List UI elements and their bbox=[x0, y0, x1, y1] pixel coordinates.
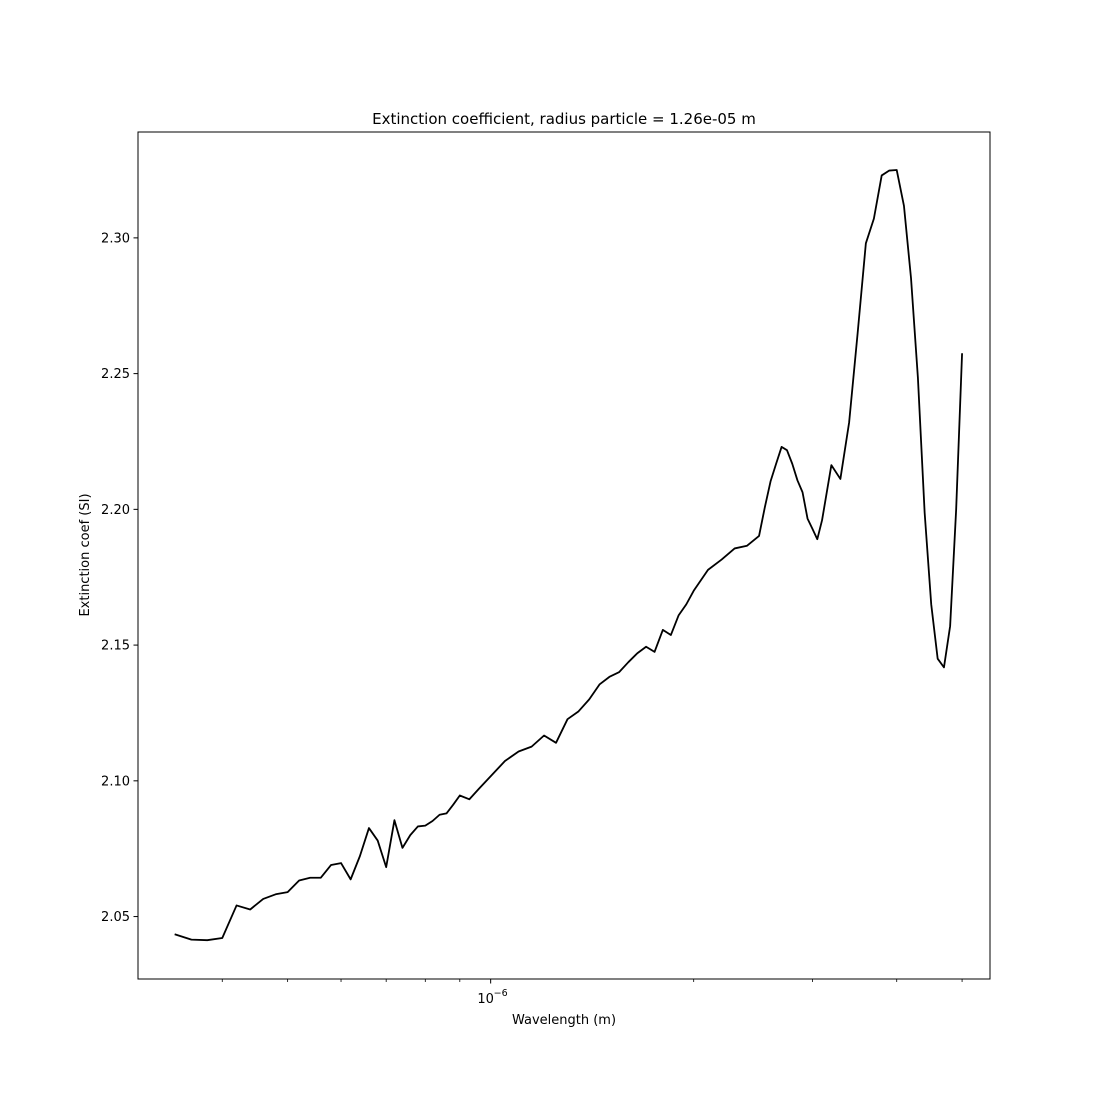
chart-title: Extinction coefficient, radius particle … bbox=[372, 110, 756, 128]
series-line bbox=[174, 169, 963, 942]
x-axis-label: Wavelength (m) bbox=[512, 1013, 616, 1028]
y-tick-label: 2.30 bbox=[101, 231, 130, 246]
y-tick-label: 2.20 bbox=[101, 503, 130, 518]
y-tick-label: 2.05 bbox=[101, 910, 130, 925]
y-tick-label: 2.10 bbox=[101, 774, 130, 789]
y-axis-ticks: 2.05 2.10 2.15 2.20 2.25 2.30 bbox=[101, 231, 138, 925]
x-tick-label-exponent: −6 bbox=[494, 988, 508, 999]
plot-frame bbox=[137, 131, 991, 980]
x-axis-ticks: 10 −6 bbox=[221, 979, 963, 1007]
y-tick-label: 2.25 bbox=[101, 367, 130, 382]
y-axis-label: Extinction coef (SI) bbox=[78, 493, 93, 616]
x-tick-label: 10 bbox=[477, 992, 494, 1007]
y-tick-label: 2.15 bbox=[101, 639, 130, 654]
plot-area bbox=[174, 169, 963, 942]
